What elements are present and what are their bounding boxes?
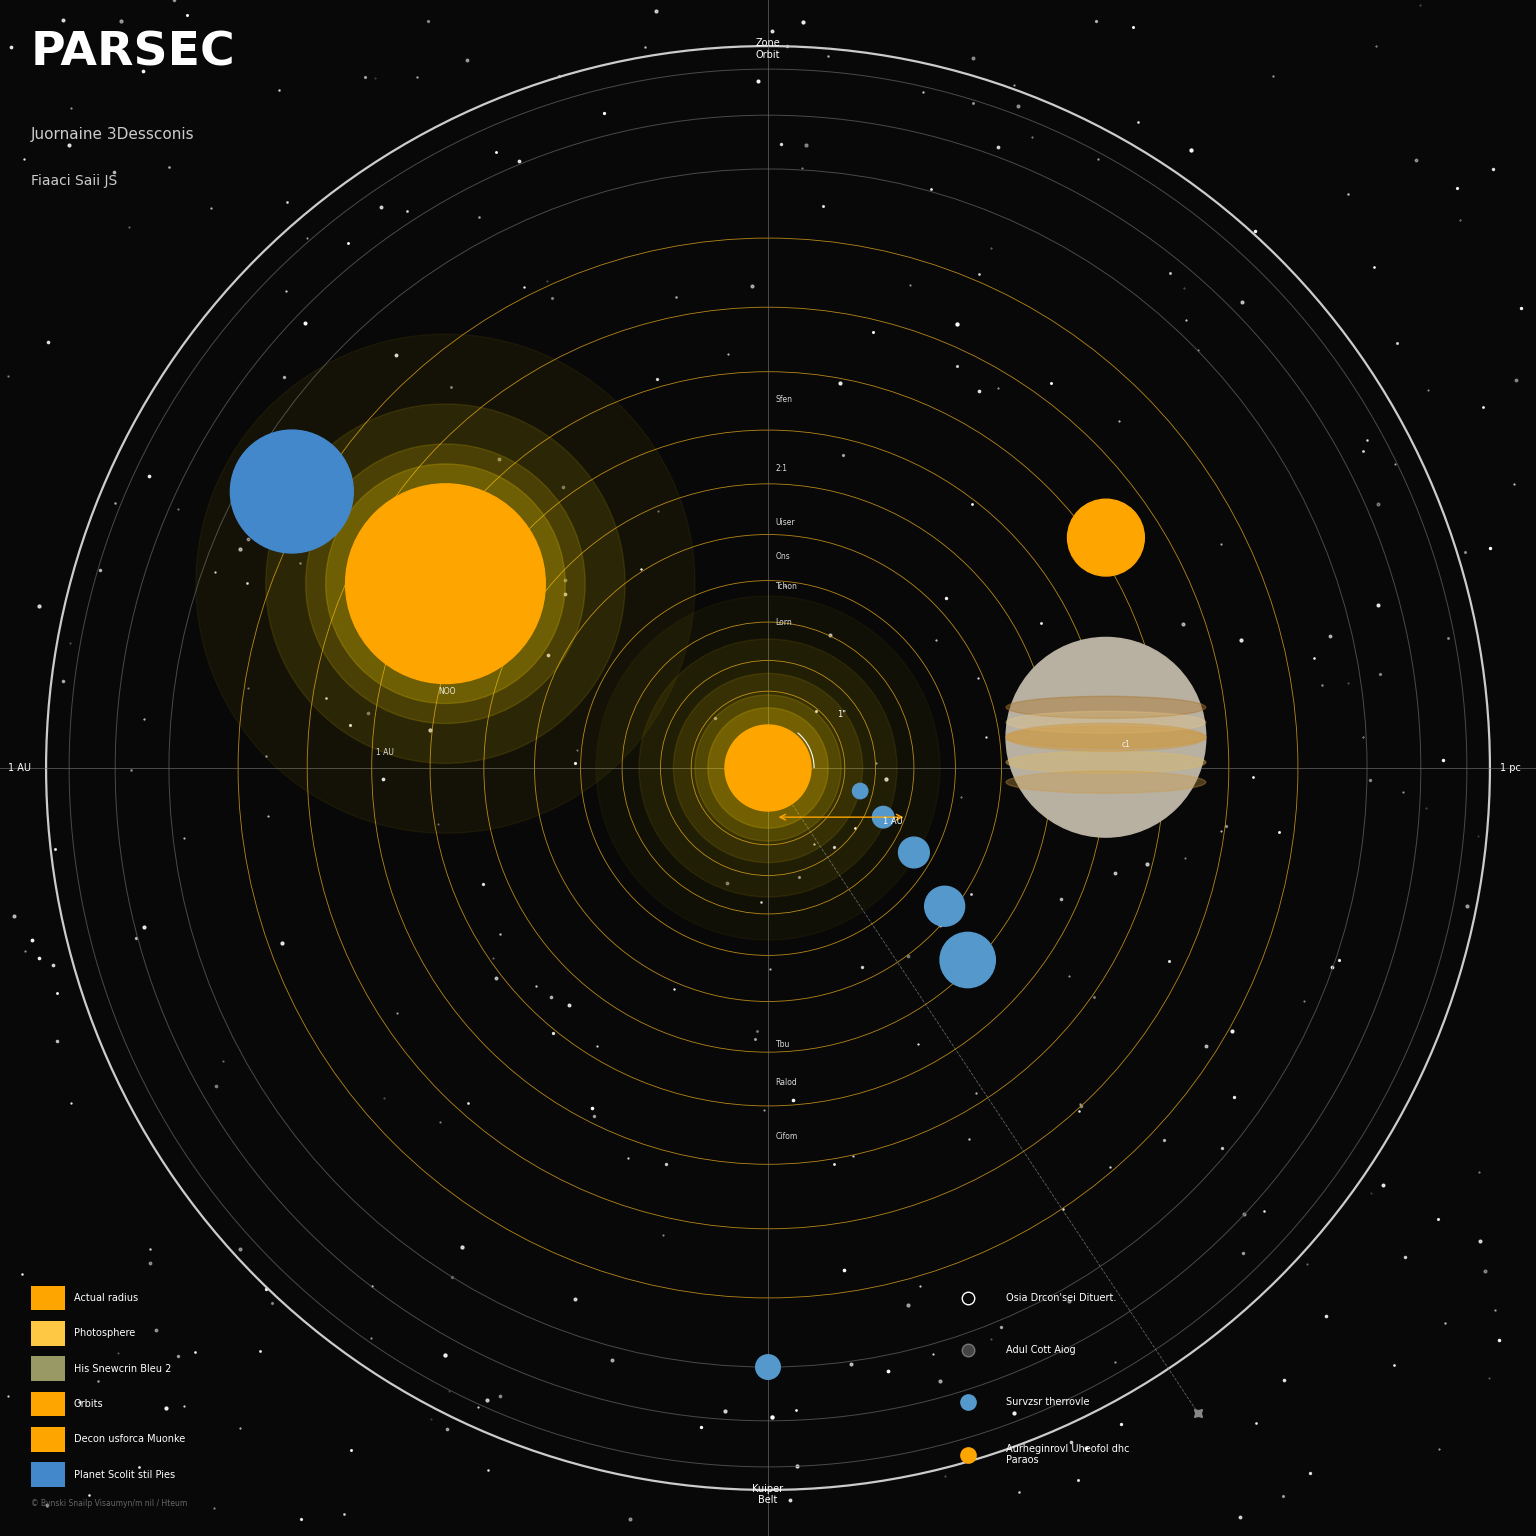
Text: Zone
Orbit: Zone Orbit xyxy=(756,38,780,60)
Text: Decon usforca Muonke: Decon usforca Muonke xyxy=(74,1435,184,1444)
FancyBboxPatch shape xyxy=(31,1392,65,1416)
Ellipse shape xyxy=(1006,723,1206,751)
FancyBboxPatch shape xyxy=(31,1356,65,1381)
Circle shape xyxy=(266,404,625,763)
Text: 1 AU: 1 AU xyxy=(883,817,903,826)
Circle shape xyxy=(1068,499,1144,576)
Text: His Snewcrin Bleu 2: His Snewcrin Bleu 2 xyxy=(74,1364,170,1373)
Circle shape xyxy=(756,1355,780,1379)
Circle shape xyxy=(195,335,694,834)
Text: Cifom: Cifom xyxy=(776,1132,797,1141)
FancyBboxPatch shape xyxy=(31,1427,65,1452)
Circle shape xyxy=(306,444,585,723)
FancyBboxPatch shape xyxy=(31,1321,65,1346)
Circle shape xyxy=(346,484,545,684)
Text: Kuiper
Belt: Kuiper Belt xyxy=(753,1484,783,1505)
Text: Juornaine 3Dessconis: Juornaine 3Dessconis xyxy=(31,127,195,143)
Circle shape xyxy=(940,932,995,988)
Text: 1": 1" xyxy=(837,710,846,719)
Text: Tbu: Tbu xyxy=(776,1040,790,1049)
Text: Ralod: Ralod xyxy=(776,1078,797,1087)
Text: Planet Scolit stil Pies: Planet Scolit stil Pies xyxy=(74,1470,175,1479)
Ellipse shape xyxy=(1006,727,1206,748)
Text: 1 AU: 1 AU xyxy=(8,763,31,773)
Circle shape xyxy=(326,464,565,703)
Circle shape xyxy=(1006,637,1206,837)
Ellipse shape xyxy=(1006,771,1206,793)
Circle shape xyxy=(725,725,811,811)
Text: Ons: Ons xyxy=(776,551,791,561)
Text: Tchon: Tchon xyxy=(776,582,797,591)
Text: Adul Cott Aiog: Adul Cott Aiog xyxy=(1006,1346,1075,1355)
Circle shape xyxy=(673,673,863,863)
Text: 1 AU: 1 AU xyxy=(376,748,395,757)
Text: Sfen: Sfen xyxy=(776,395,793,404)
Circle shape xyxy=(230,430,353,553)
Text: Photosphere: Photosphere xyxy=(74,1329,135,1338)
Text: Osia Drcon'sei Dituert.: Osia Drcon'sei Dituert. xyxy=(1006,1293,1117,1303)
Circle shape xyxy=(708,708,828,828)
Ellipse shape xyxy=(1006,696,1206,719)
FancyBboxPatch shape xyxy=(31,1462,65,1487)
Text: © Bynski Snailp Visaumyn/m nil / Hteum: © Bynski Snailp Visaumyn/m nil / Hteum xyxy=(31,1499,187,1508)
Circle shape xyxy=(852,783,868,799)
Circle shape xyxy=(925,886,965,926)
Text: 1 pc: 1 pc xyxy=(1499,763,1521,773)
Text: Actual radius: Actual radius xyxy=(74,1293,138,1303)
FancyBboxPatch shape xyxy=(31,1286,65,1310)
Text: 2:1: 2:1 xyxy=(776,464,788,473)
Text: Orbits: Orbits xyxy=(74,1399,103,1409)
Text: NOO: NOO xyxy=(438,687,455,696)
Text: Lorn: Lorn xyxy=(776,617,793,627)
Ellipse shape xyxy=(1006,751,1206,773)
Circle shape xyxy=(694,694,842,842)
Text: Uiser: Uiser xyxy=(776,518,796,527)
Text: c1: c1 xyxy=(1121,740,1130,750)
Text: Fiaaci Saii JS: Fiaaci Saii JS xyxy=(31,174,117,187)
Text: Survzsr therrovle: Survzsr therrovle xyxy=(1006,1398,1089,1407)
Circle shape xyxy=(639,639,897,897)
Text: PARSEC: PARSEC xyxy=(31,31,235,75)
Circle shape xyxy=(899,837,929,868)
Text: Aurheginrovl Uheofol dhc
Paraos: Aurheginrovl Uheofol dhc Paraos xyxy=(1006,1444,1129,1465)
Ellipse shape xyxy=(1006,711,1206,733)
Circle shape xyxy=(872,806,894,828)
